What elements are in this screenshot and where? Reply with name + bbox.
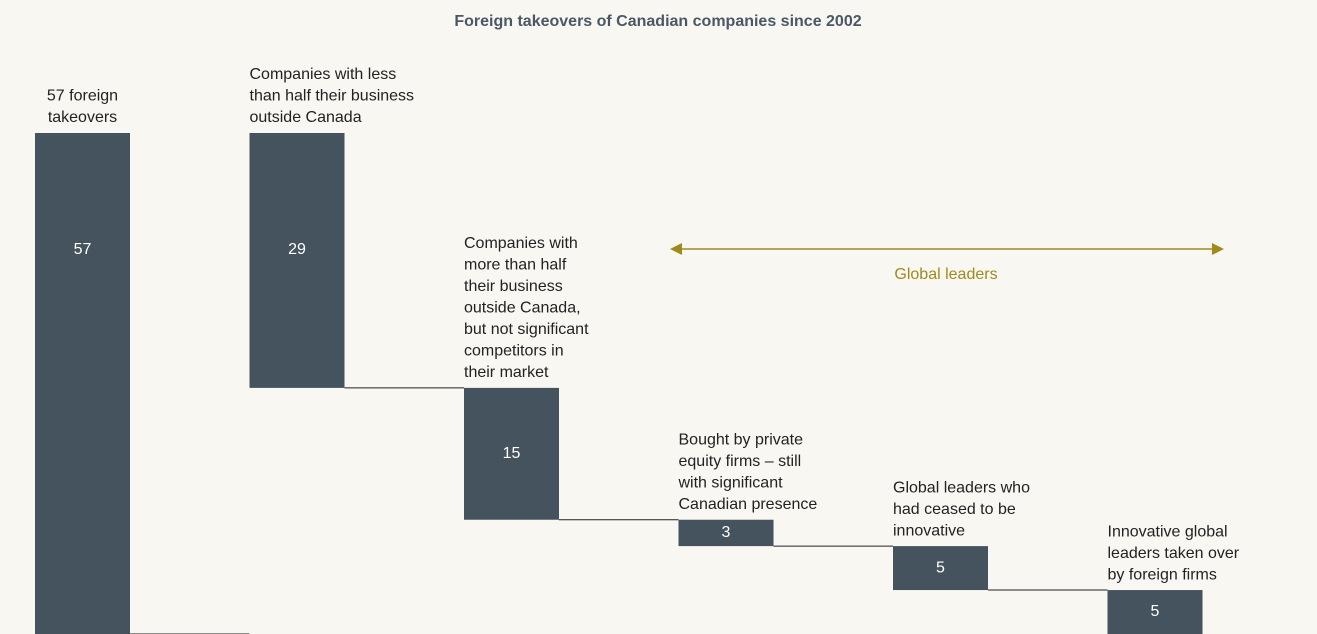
bar [35,133,130,634]
category-label: Global leaders who [893,479,1030,496]
value-label: 29 [288,241,306,258]
chart-title: Foreign takeovers of Canadian companies … [454,13,861,30]
category-label: their market [464,364,549,381]
bar [464,387,559,520]
category-label: Companies with less [250,66,397,83]
bar [893,546,988,591]
category-label: Innovative global [1108,523,1228,540]
category-label: outside Canada, [464,300,581,317]
category-label: Canadian presence [679,496,818,513]
category-label: than half their business [250,88,415,105]
value-label: 15 [503,445,521,462]
category-label: takeovers [48,109,117,126]
category-label: outside Canada [250,109,362,126]
bar [678,519,774,547]
category-label: Bought by private [679,431,804,448]
value-label: 5 [1151,603,1160,620]
category-label: innovative [893,522,965,539]
category-label: but not significant [464,321,589,338]
category-label: equity firms – still [679,453,802,470]
category-label: with significant [678,474,784,491]
category-label: competitors in [464,343,564,360]
category-label: more than half [464,257,567,274]
category-label: had ceased to be [893,501,1016,518]
category-label: their business [464,278,563,295]
category-label: 57 foreign [47,88,118,105]
category-label: Companies with [464,235,578,252]
bar [249,133,345,388]
annotation-arrow [670,243,1224,255]
value-label: 5 [936,559,945,576]
annotation: Global leaders [894,266,997,283]
value-label: 57 [74,241,92,258]
value-label: 3 [722,524,731,541]
category-label: leaders taken over [1108,545,1240,562]
category-label: by foreign firms [1108,566,1217,583]
bar [1107,590,1203,634]
